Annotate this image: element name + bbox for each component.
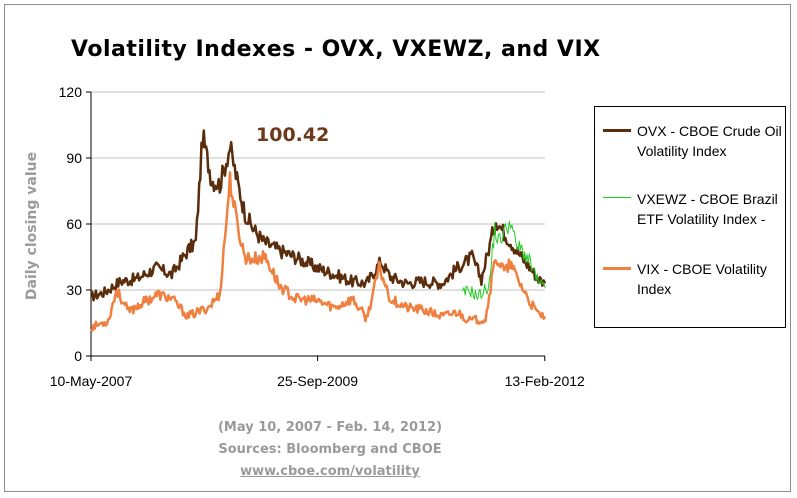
footer-date-range: (May 10, 2007 - Feb. 14, 2012)	[217, 420, 443, 435]
legend-label-ovx: OVX - CBOE Crude Oil Volatility Index	[637, 123, 782, 159]
series-lines	[89, 129, 547, 333]
gridlines	[91, 91, 545, 291]
x-tick-label: 10-May-2007	[50, 373, 133, 389]
x-tick-label: 25-Sep-2009	[277, 373, 358, 389]
legend: OVX - CBOE Crude Oil Volatility Index VX…	[594, 106, 786, 328]
legend-label-vxewz: VXEWZ - CBOE Brazil ETF Volatility Index…	[637, 191, 778, 227]
y-tick-label: 90	[66, 150, 82, 166]
footer-sources: Sources: Bloomberg and CBOE	[218, 442, 442, 457]
peak-annotation: 100.42	[256, 124, 330, 146]
chart-title: Volatility Indexes - OVX, VXEWZ, and VIX	[71, 37, 601, 62]
legend-swatch-vxewz	[603, 197, 631, 198]
vxewz-line	[461, 220, 546, 300]
axes: 0 30 60 90 120 10-May-2007 25-Sep-2009 13-Feb-2…	[50, 84, 585, 389]
y-axis-label: Daily closing value	[24, 151, 40, 301]
legend-label-vix: VIX - CBOE Volatility Index	[637, 261, 767, 297]
vix-line	[89, 171, 547, 333]
legend-swatch-vix	[603, 267, 631, 270]
y-tick-label: 120	[59, 84, 83, 100]
y-tick-label: 60	[66, 216, 82, 232]
y-tick-label: 0	[74, 348, 82, 364]
ovx-line	[90, 129, 547, 302]
legend-swatch-ovx	[603, 129, 631, 132]
x-tick-label: 13-Feb-2012	[505, 373, 585, 389]
y-tick-label: 30	[66, 282, 82, 298]
footer-link[interactable]: www.cboe.com/volatility	[240, 464, 420, 479]
